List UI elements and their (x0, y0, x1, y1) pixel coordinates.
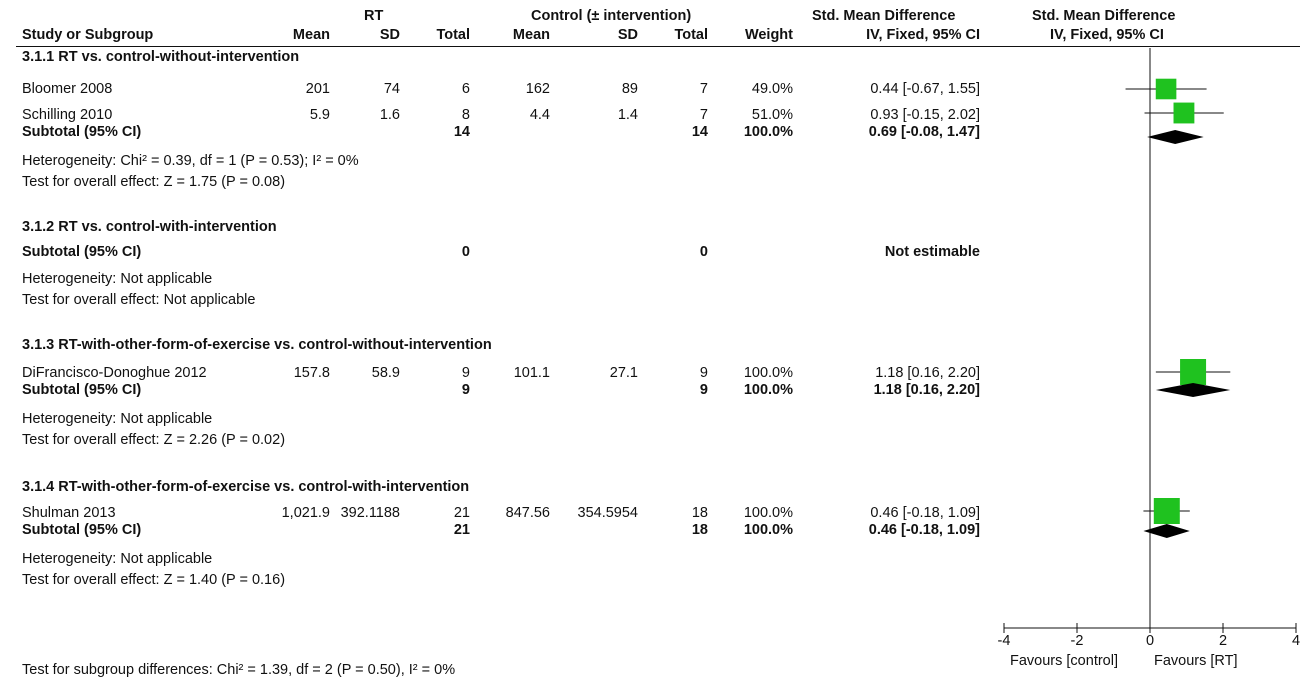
weight: 100.0% (743, 365, 793, 381)
overall-effect-text: Test for overall effect: Not applicable (22, 292, 256, 308)
rt-total: 9 (461, 365, 470, 381)
subtotal-label: Subtotal (95% CI) (22, 244, 142, 260)
rt-sd: 58.9 (371, 365, 400, 381)
c-sd: 1.4 (617, 107, 638, 123)
subtotal-diamond (1143, 524, 1190, 538)
overall-effect-text: Test for overall effect: Z = 1.75 (P = 0… (22, 174, 286, 190)
group-title: 3.1.1 RT vs. control-without-interventio… (22, 49, 300, 65)
control-group-header: Control (± intervention) (531, 8, 692, 24)
subtotal-ci: 0.46 [-0.18, 1.09] (868, 522, 980, 538)
ci: 0.46 [-0.18, 1.09] (870, 505, 980, 521)
group-title: 3.1.2 RT vs. control-with-intervention (22, 219, 277, 235)
rt-sd: 74 (383, 81, 400, 97)
col-ci: IV, Fixed, 95% CI (866, 27, 980, 43)
rt-total: 6 (461, 81, 470, 97)
study-name: Schilling 2010 (22, 107, 113, 123)
subtotal-c-total: 14 (691, 124, 708, 140)
subtotal-rt-total: 21 (453, 522, 470, 538)
subtotal-weight: 100.0% (743, 522, 793, 538)
subtotal-ci: 1.18 [0.16, 2.20] (873, 382, 980, 398)
subtotal-rt-total: 0 (461, 244, 470, 260)
ci: 0.93 [-0.15, 2.02] (870, 107, 980, 123)
rt-mean: 1,021.9 (281, 505, 330, 521)
col-weight: Weight (744, 27, 793, 43)
subtotal-weight: 100.0% (743, 382, 793, 398)
col-c-mean: Mean (512, 27, 550, 43)
col-rt-sd: SD (379, 27, 400, 43)
c-mean: 101.1 (513, 365, 550, 381)
study-marker (1180, 359, 1207, 385)
rt-total: 8 (461, 107, 470, 123)
ci: 0.44 [-0.67, 1.55] (870, 81, 980, 97)
x-tick-label: 4 (1292, 633, 1300, 649)
study-name: DiFrancisco-Donoghue 2012 (22, 365, 207, 381)
subtotal-rt-total: 9 (461, 382, 470, 398)
subtotal-label: Subtotal (95% CI) (22, 522, 142, 538)
ci: 1.18 [0.16, 2.20] (875, 365, 980, 381)
study-marker (1155, 78, 1177, 100)
subgroup-differences-text: Test for subgroup differences: Chi² = 1.… (22, 662, 456, 678)
rt-mean: 201 (305, 81, 330, 97)
study-marker (1173, 102, 1195, 124)
subtotal-c-total: 18 (691, 522, 708, 538)
subtotal-c-total: 0 (699, 244, 708, 260)
c-mean: 847.56 (505, 505, 550, 521)
rt-sd: 1.6 (379, 107, 400, 123)
c-mean: 4.4 (529, 107, 550, 123)
c-total: 9 (699, 365, 708, 381)
smd-header: Std. Mean Difference (812, 8, 956, 24)
heterogeneity-text: Heterogeneity: Not applicable (22, 271, 213, 287)
smd-plot-header: Std. Mean Difference (1032, 8, 1176, 24)
group-title: 3.1.4 RT-with-other-form-of-exercise vs.… (22, 479, 470, 495)
study-name: Shulman 2013 (22, 505, 116, 521)
favours-rt-label: Favours [RT] (1154, 653, 1238, 669)
subtotal-label: Subtotal (95% CI) (22, 382, 142, 398)
weight: 100.0% (743, 505, 793, 521)
subtotal-c-total: 9 (699, 382, 708, 398)
c-sd: 89 (621, 81, 638, 97)
group-title: 3.1.3 RT-with-other-form-of-exercise vs.… (22, 337, 492, 353)
subtotal-ci: 0.69 [-0.08, 1.47] (868, 124, 980, 140)
x-tick-label: -4 (998, 633, 1011, 649)
col-c-total: Total (674, 27, 708, 43)
c-sd: 27.1 (609, 365, 638, 381)
subtotal-weight: 100.0% (743, 124, 793, 140)
subtotal-diamond (1147, 130, 1204, 144)
c-total: 7 (699, 107, 708, 123)
c-sd: 354.5954 (577, 505, 638, 521)
c-total: 18 (691, 505, 708, 521)
col-c-sd: SD (617, 27, 638, 43)
study-marker (1153, 498, 1180, 524)
x-tick-label: 0 (1146, 633, 1154, 649)
col-ci-plot: IV, Fixed, 95% CI (1050, 27, 1164, 43)
rt-sd: 392.1188 (340, 505, 400, 521)
header-rule (16, 46, 1300, 47)
rt-group-header: RT (364, 8, 384, 24)
subtotal-ci: Not estimable (884, 244, 980, 260)
heterogeneity-text: Heterogeneity: Not applicable (22, 411, 213, 427)
c-mean: 162 (525, 81, 550, 97)
col-study: Study or Subgroup (22, 27, 154, 43)
col-rt-mean: Mean (292, 27, 330, 43)
study-name: Bloomer 2008 (22, 81, 113, 97)
weight: 51.0% (751, 107, 793, 123)
subtotal-label: Subtotal (95% CI) (22, 124, 142, 140)
subtotal-diamond (1155, 383, 1231, 397)
weight: 49.0% (751, 81, 793, 97)
favours-control-label: Favours [control] (1010, 653, 1118, 669)
rt-mean: 157.8 (293, 365, 330, 381)
rt-total: 21 (453, 505, 470, 521)
heterogeneity-text: Heterogeneity: Not applicable (22, 551, 213, 567)
x-tick-label: 2 (1219, 633, 1227, 649)
rt-mean: 5.9 (309, 107, 330, 123)
x-tick-label: -2 (1071, 633, 1084, 649)
overall-effect-text: Test for overall effect: Z = 1.40 (P = 0… (22, 572, 286, 588)
heterogeneity-text: Heterogeneity: Chi² = 0.39, df = 1 (P = … (22, 153, 359, 169)
col-rt-total: Total (436, 27, 470, 43)
subtotal-rt-total: 14 (453, 124, 470, 140)
overall-effect-text: Test for overall effect: Z = 2.26 (P = 0… (22, 432, 286, 448)
c-total: 7 (699, 81, 708, 97)
